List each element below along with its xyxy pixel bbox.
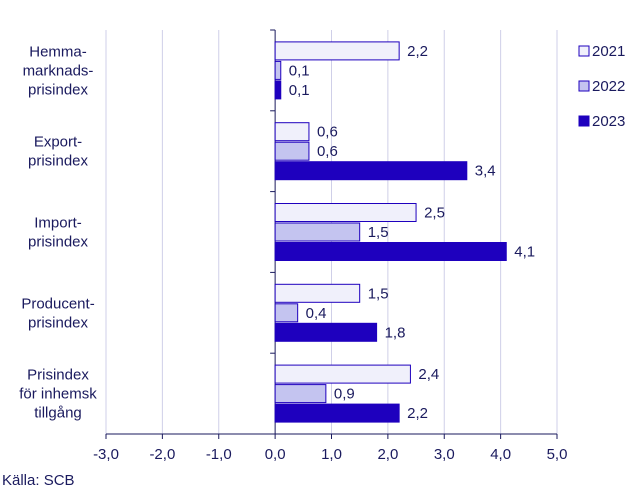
bar-2021 xyxy=(274,283,361,303)
source-note: Källa: SCB xyxy=(2,472,75,489)
x-tick-label: 1,0 xyxy=(321,446,342,463)
legend-label: 2022 xyxy=(592,78,625,95)
data-label: 0,1 xyxy=(289,62,310,79)
category-label: marknads- xyxy=(23,62,94,79)
bar-2022 xyxy=(274,141,310,161)
data-label: 2,2 xyxy=(407,405,428,422)
x-tick-label: 4,0 xyxy=(490,446,511,463)
x-tick-label: -1,0 xyxy=(206,446,232,463)
data-label: 0,6 xyxy=(317,124,338,141)
data-label: 1,5 xyxy=(368,224,389,241)
category-label: prisindex xyxy=(28,81,89,98)
category-label: prisindex xyxy=(28,153,89,170)
data-label: 1,5 xyxy=(368,285,389,302)
x-tick-label: -2,0 xyxy=(149,446,175,463)
data-label: 1,8 xyxy=(385,324,406,341)
bar-2021 xyxy=(274,203,417,222)
data-label: 2,5 xyxy=(424,205,445,222)
category-label: Hemma- xyxy=(29,43,87,60)
category-label: tillgång xyxy=(34,405,82,422)
legend-swatch-2022 xyxy=(578,80,590,92)
bar-2022 xyxy=(274,384,327,404)
data-label: 0,6 xyxy=(317,143,338,160)
data-label: 2,2 xyxy=(407,43,428,60)
legend-swatch-2021 xyxy=(578,45,590,57)
category-label: för inhemsk xyxy=(19,386,97,403)
category-label: prisindex xyxy=(28,234,89,251)
category-label: Import- xyxy=(34,215,82,232)
category-label: prisindex xyxy=(28,314,89,331)
bar-2021 xyxy=(274,122,310,142)
x-tick-label: 5,0 xyxy=(547,446,568,463)
bar-2021 xyxy=(274,364,411,384)
legend-swatch-2023 xyxy=(578,115,590,127)
bar-2022 xyxy=(274,303,299,323)
category-label: Producent- xyxy=(21,295,94,312)
data-label: 0,4 xyxy=(306,305,327,322)
legend-label: 2021 xyxy=(592,43,625,60)
category-label: Export- xyxy=(34,134,82,151)
data-label: 0,1 xyxy=(289,82,310,99)
data-label: 4,1 xyxy=(514,244,535,261)
bar-2023 xyxy=(274,403,400,423)
bar-2022 xyxy=(274,222,361,242)
bar-2023 xyxy=(274,80,282,100)
bar-2023 xyxy=(274,322,378,342)
category-label: Prisindex xyxy=(27,367,89,384)
legend-label: 2023 xyxy=(592,113,625,130)
x-tick-label: 2,0 xyxy=(377,446,398,463)
x-tick-label: -3,0 xyxy=(93,446,119,463)
bar-2023 xyxy=(274,242,507,261)
bar-2022 xyxy=(274,60,282,80)
bar-2021 xyxy=(274,41,400,61)
data-label: 2,4 xyxy=(418,366,439,383)
bar-2023 xyxy=(274,161,468,181)
data-label: 3,4 xyxy=(475,163,496,180)
x-tick-label: 3,0 xyxy=(434,446,455,463)
data-label: 0,9 xyxy=(334,386,355,403)
x-tick-label: 0,0 xyxy=(265,446,286,463)
